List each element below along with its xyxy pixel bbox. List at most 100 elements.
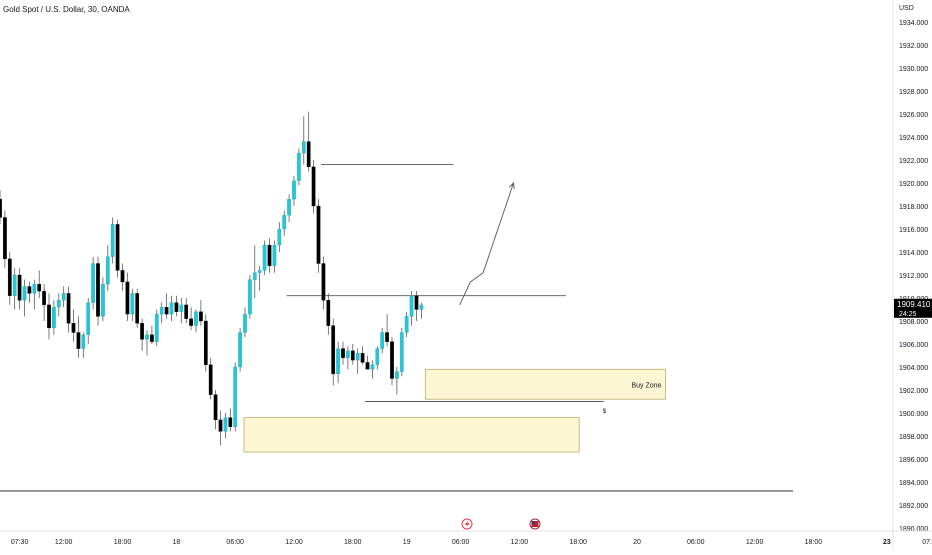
candle-body[interactable]	[199, 311, 203, 322]
candle-body[interactable]	[140, 323, 144, 340]
candle-body[interactable]	[71, 323, 76, 333]
candle-body[interactable]	[277, 228, 282, 246]
candle-body[interactable]	[395, 371, 399, 379]
candle-body[interactable]	[86, 302, 91, 335]
candle-body[interactable]	[22, 286, 27, 301]
candle-body[interactable]	[248, 279, 252, 315]
candle-body[interactable]	[336, 348, 340, 375]
candle-body[interactable]	[154, 313, 159, 342]
candle-body[interactable]	[189, 318, 193, 326]
time-tick-label: 12:00	[511, 539, 529, 546]
candle-body[interactable]	[228, 417, 233, 427]
candle-body[interactable]	[208, 364, 213, 395]
candle-body[interactable]	[316, 205, 321, 264]
candle-body[interactable]	[150, 334, 154, 342]
candle-body[interactable]	[213, 394, 218, 421]
candle-body[interactable]	[12, 274, 17, 296]
candle-body[interactable]	[47, 304, 51, 329]
demand-zone-rect[interactable]	[243, 417, 580, 453]
candle-body[interactable]	[331, 325, 336, 375]
candle-body[interactable]	[7, 258, 12, 296]
candle-body[interactable]	[17, 274, 22, 301]
candle-body[interactable]	[56, 300, 61, 308]
candle-body[interactable]	[145, 334, 149, 340]
candle-body[interactable]	[194, 311, 198, 326]
candle-body[interactable]	[306, 141, 311, 168]
candle-body[interactable]	[130, 293, 135, 315]
candle-body[interactable]	[375, 348, 380, 365]
buy-zone-rect[interactable]	[424, 368, 666, 400]
candle-body[interactable]	[341, 348, 345, 358]
candle-body[interactable]	[42, 290, 46, 306]
candle-body[interactable]	[272, 244, 277, 266]
candle-body[interactable]	[0, 198, 2, 218]
candle-body[interactable]	[32, 284, 37, 294]
price-tick-label: 1922.000	[899, 158, 928, 165]
candle-body[interactable]	[179, 304, 184, 312]
candle-body[interactable]	[365, 362, 370, 370]
candle-body[interactable]	[326, 300, 331, 326]
candle-body[interactable]	[52, 307, 56, 329]
candle-body[interactable]	[385, 332, 389, 342]
candle-body[interactable]	[174, 302, 179, 312]
candle-body[interactable]	[292, 180, 296, 200]
candle-body[interactable]	[105, 256, 110, 285]
candle-body[interactable]	[419, 304, 424, 310]
candle-body[interactable]	[110, 224, 115, 257]
candle-body[interactable]	[66, 293, 71, 324]
candle-body[interactable]	[252, 272, 257, 280]
price-tick-label: 1930.000	[899, 66, 928, 73]
candle-body[interactable]	[76, 332, 81, 349]
candle-body[interactable]	[37, 284, 42, 292]
candle-body[interactable]	[223, 417, 228, 432]
candle-body[interactable]	[61, 293, 66, 301]
candle-body[interactable]	[27, 286, 32, 294]
candle-body[interactable]	[135, 293, 140, 324]
candle-body[interactable]	[115, 224, 120, 271]
flag-icon-field	[531, 521, 539, 527]
candle-body[interactable]	[414, 295, 419, 310]
candle-body[interactable]	[233, 366, 238, 427]
candle-body[interactable]	[125, 281, 130, 315]
candle-body[interactable]	[360, 353, 365, 363]
flag-icon[interactable]	[529, 518, 541, 530]
candle-body[interactable]	[243, 313, 247, 333]
candle-body[interactable]	[282, 215, 287, 230]
candle-body[interactable]	[218, 419, 223, 432]
candle-body[interactable]	[297, 152, 301, 181]
candle-body[interactable]	[81, 334, 86, 349]
candle-body[interactable]	[404, 316, 409, 333]
candle-body[interactable]	[350, 350, 355, 361]
candle-body[interactable]	[238, 332, 242, 368]
candle-body[interactable]	[267, 244, 272, 266]
candle-body[interactable]	[287, 198, 291, 216]
price-tick-label: 1890.000	[899, 526, 928, 533]
candle-body[interactable]	[203, 320, 208, 365]
candle-body[interactable]	[164, 307, 169, 315]
candle-body[interactable]	[257, 270, 262, 273]
candle-body[interactable]	[301, 141, 306, 154]
candle-body[interactable]	[184, 304, 189, 319]
candle-body[interactable]	[101, 284, 105, 317]
lightning-icon[interactable]	[461, 518, 473, 530]
candle-body[interactable]	[311, 166, 316, 207]
candle-body[interactable]	[91, 263, 95, 303]
candle-body[interactable]	[370, 364, 375, 370]
arrow-layer	[459, 182, 515, 306]
candle-body[interactable]	[390, 341, 394, 379]
candle-body[interactable]	[120, 270, 125, 283]
candle-body[interactable]	[159, 307, 164, 315]
candle-body[interactable]	[399, 332, 404, 372]
candle-body[interactable]	[96, 263, 100, 317]
candle-body[interactable]	[409, 295, 414, 317]
candle-body[interactable]	[321, 263, 326, 301]
candle-body[interactable]	[355, 353, 360, 361]
candle-body[interactable]	[346, 350, 350, 358]
projection-arrow-path[interactable]	[459, 182, 514, 306]
candle-body[interactable]	[380, 332, 385, 349]
price-tick-label: 1928.000	[899, 89, 928, 96]
candle-body[interactable]	[3, 217, 7, 260]
candle-body[interactable]	[262, 244, 267, 271]
candle-body[interactable]	[169, 302, 174, 315]
